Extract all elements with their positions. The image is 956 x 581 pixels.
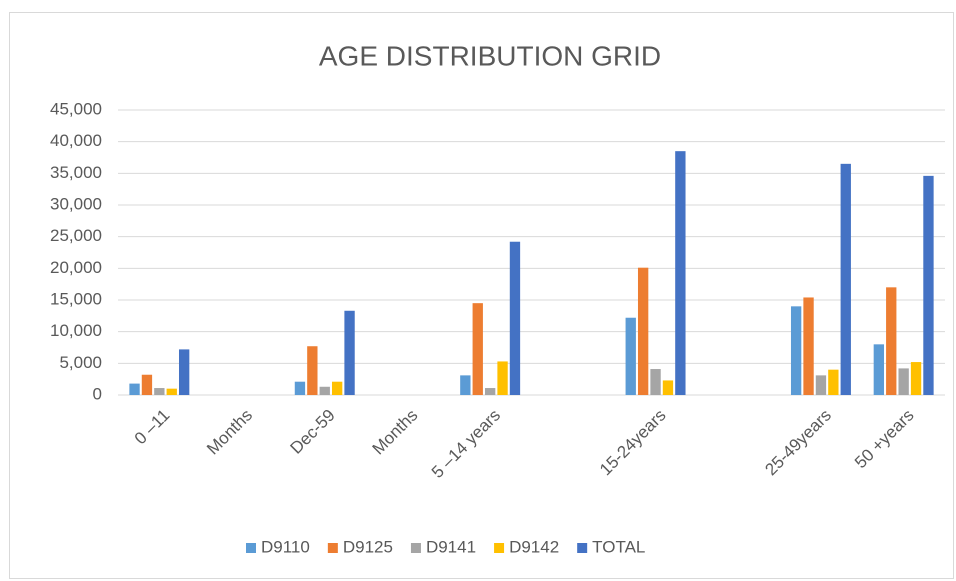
bar bbox=[460, 375, 471, 395]
bar bbox=[178, 349, 190, 395]
bar bbox=[294, 381, 306, 395]
legend-label: D9110 bbox=[261, 537, 310, 556]
bar bbox=[650, 369, 661, 395]
bar bbox=[803, 297, 814, 395]
bar bbox=[662, 380, 674, 395]
legend-swatch bbox=[494, 543, 505, 553]
bar bbox=[472, 303, 483, 395]
bar bbox=[141, 374, 153, 395]
bar bbox=[815, 375, 827, 395]
y-tick-label: 15,000 bbox=[50, 289, 102, 308]
bar bbox=[840, 163, 851, 395]
y-tick-label: 0 bbox=[93, 384, 102, 403]
bar bbox=[344, 310, 355, 395]
bar bbox=[129, 383, 140, 395]
bar bbox=[484, 388, 496, 395]
y-tick-label: 35,000 bbox=[50, 163, 102, 182]
legend-swatch bbox=[327, 543, 338, 553]
bar bbox=[625, 317, 636, 395]
bar bbox=[675, 151, 686, 395]
chart-frame bbox=[9, 12, 954, 579]
bar bbox=[910, 362, 922, 395]
y-tick-label: 45,000 bbox=[50, 99, 102, 118]
chart-title: AGE DISTRIBUTION GRID bbox=[319, 40, 661, 71]
bar bbox=[154, 388, 165, 395]
bar bbox=[307, 346, 318, 395]
bar bbox=[497, 361, 508, 395]
legend-swatch bbox=[577, 543, 588, 553]
bar bbox=[898, 368, 909, 395]
bar bbox=[509, 241, 521, 395]
bar bbox=[637, 267, 649, 395]
bar bbox=[319, 386, 330, 395]
y-tick-label: 10,000 bbox=[50, 321, 102, 340]
bar bbox=[923, 175, 934, 395]
bar bbox=[873, 344, 885, 395]
legend-label: D9142 bbox=[509, 537, 559, 556]
legend-label: D9125 bbox=[343, 537, 393, 556]
y-tick-label: 5,000 bbox=[59, 353, 102, 372]
legend-swatch bbox=[246, 543, 256, 553]
legend-swatch bbox=[410, 543, 421, 553]
bar bbox=[886, 287, 897, 395]
legend-label: TOTAL bbox=[592, 537, 645, 556]
bar bbox=[828, 369, 839, 395]
legend-label: D9141 bbox=[426, 537, 476, 556]
bar bbox=[331, 381, 343, 395]
bar bbox=[166, 388, 177, 395]
y-tick-label: 30,000 bbox=[50, 194, 102, 213]
y-tick-label: 20,000 bbox=[50, 258, 102, 277]
bar bbox=[790, 306, 802, 395]
y-tick-label: 25,000 bbox=[50, 226, 102, 245]
y-tick-label: 40,000 bbox=[50, 131, 102, 150]
